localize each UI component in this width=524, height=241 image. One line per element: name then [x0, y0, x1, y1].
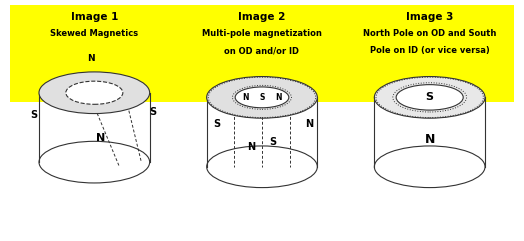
Text: N: N	[96, 133, 106, 143]
Ellipse shape	[206, 146, 318, 187]
Text: Image 2: Image 2	[238, 12, 286, 22]
Ellipse shape	[235, 87, 289, 108]
Text: S: S	[259, 93, 265, 102]
Text: N: N	[247, 142, 255, 152]
Ellipse shape	[66, 81, 123, 104]
Text: N: N	[305, 119, 313, 129]
Ellipse shape	[374, 77, 485, 118]
Ellipse shape	[374, 146, 485, 187]
Text: Pole on ID (or vice versa): Pole on ID (or vice versa)	[370, 47, 489, 55]
Text: Image 3: Image 3	[406, 12, 453, 22]
Text: Image 1: Image 1	[71, 12, 118, 22]
Text: N: N	[87, 54, 95, 63]
Bar	[10, 5, 178, 102]
Text: on OD and/or ID: on OD and/or ID	[224, 47, 300, 55]
Text: S: S	[30, 110, 38, 120]
Ellipse shape	[39, 72, 150, 114]
Text: N: N	[424, 133, 435, 146]
Ellipse shape	[396, 85, 463, 110]
Text: S: S	[269, 137, 277, 147]
Bar	[346, 5, 514, 102]
Text: Multi-pole magnetization: Multi-pole magnetization	[202, 29, 322, 38]
Text: N: N	[275, 93, 281, 102]
Text: N: N	[243, 93, 249, 102]
Text: S: S	[425, 92, 434, 102]
Ellipse shape	[206, 77, 318, 118]
Text: Skewed Magnetics: Skewed Magnetics	[50, 29, 138, 38]
Text: S: S	[149, 107, 157, 117]
Text: North Pole on OD and South: North Pole on OD and South	[363, 29, 496, 38]
Text: S: S	[213, 119, 220, 129]
Ellipse shape	[39, 141, 150, 183]
Bar	[178, 5, 346, 102]
